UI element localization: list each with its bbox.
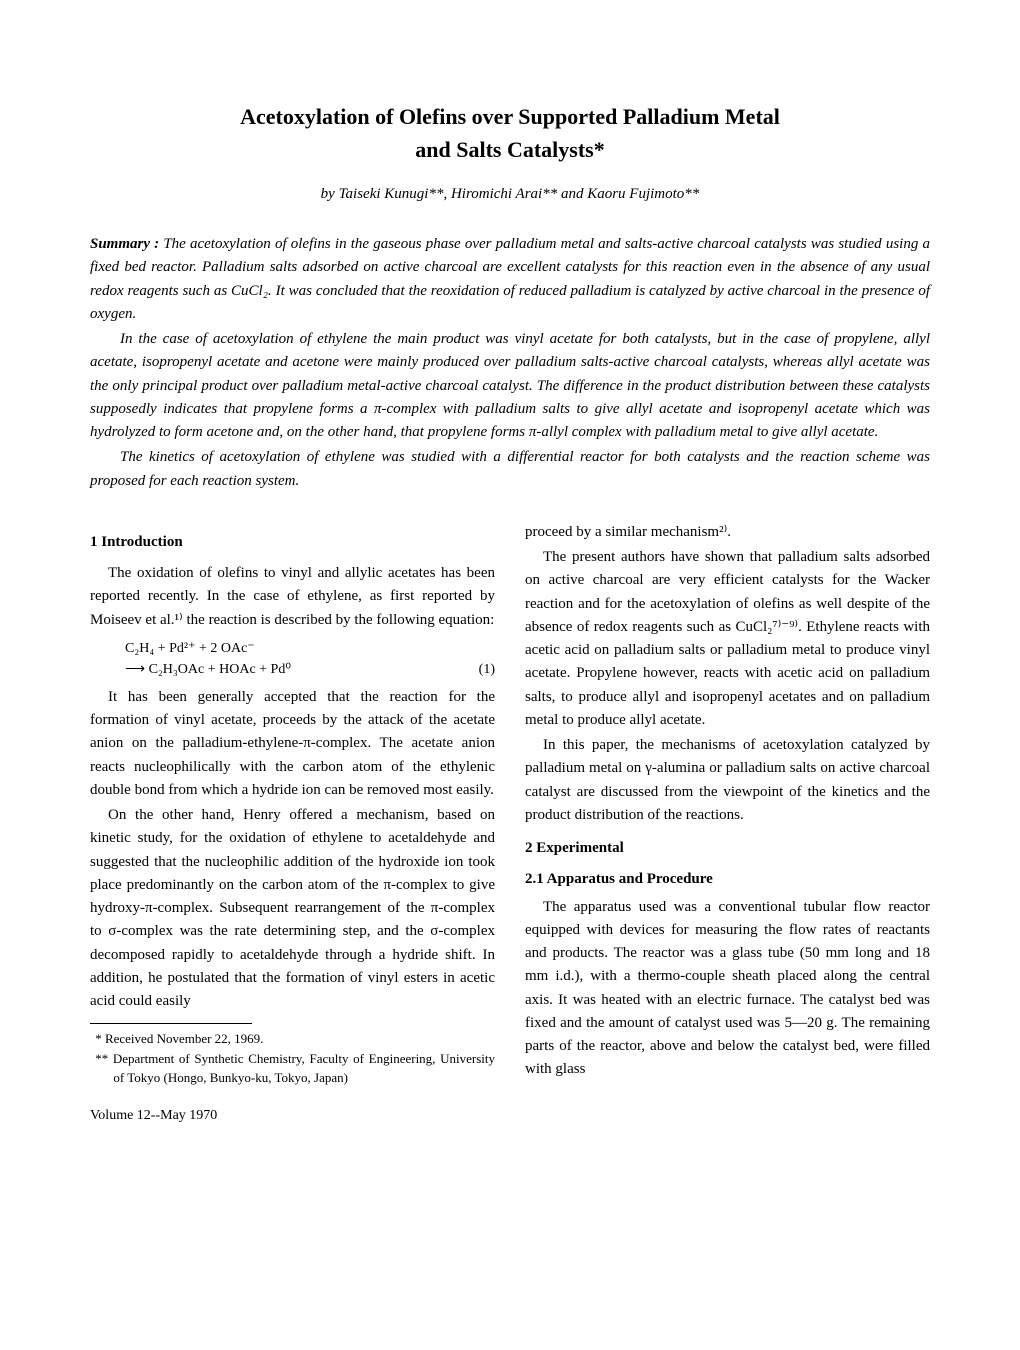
summary-text-1: The acetoxylation of olefins in the gase… xyxy=(90,236,930,322)
equation-1-line-2: ⟶ C₂H₃OAc + HOAc + Pd⁰ xyxy=(125,659,291,680)
page-footer: Volume 12--May 1970 xyxy=(90,1105,495,1127)
equation-1-number: (1) xyxy=(479,659,495,680)
intro-continuation: proceed by a similar mechanism²⁾. xyxy=(525,521,930,544)
summary-paragraph-2: In the case of acetoxylation of ethylene… xyxy=(90,328,930,444)
abstract: Summary : The acetoxylation of olefins i… xyxy=(90,233,930,493)
equation-1: C₂H₄ + Pd²⁺ + 2 OAc⁻ ⟶ C₂H₃OAc + HOAc + … xyxy=(125,638,495,680)
equation-1-line-1: C₂H₄ + Pd²⁺ + 2 OAc⁻ xyxy=(125,638,495,659)
section-2-heading: 2 Experimental xyxy=(525,837,930,860)
section-1-heading: 1 Introduction xyxy=(90,531,495,554)
two-column-body: 1 Introduction The oxidation of olefins … xyxy=(90,521,930,1127)
right-column: proceed by a similar mechanism²⁾. The pr… xyxy=(525,521,930,1127)
footnote-rule xyxy=(90,1023,252,1024)
summary-label: Summary : xyxy=(90,236,159,252)
title-line-1: Acetoxylation of Olefins over Supported … xyxy=(240,104,780,129)
footnote-2: ** Department of Synthetic Chemistry, Fa… xyxy=(90,1050,495,1086)
intro-paragraph-5: In this paper, the mechanisms of acetoxy… xyxy=(525,734,930,827)
experimental-paragraph-1: The apparatus used was a conventional tu… xyxy=(525,896,930,1082)
intro-paragraph-2: It has been generally accepted that the … xyxy=(90,686,495,802)
authors: by Taiseki Kunugi**, Hiromichi Arai** an… xyxy=(90,186,930,203)
section-2-1-heading: 2.1 Apparatus and Procedure xyxy=(525,868,930,891)
footnote-1: * Received November 22, 1969. xyxy=(90,1030,495,1048)
footnotes: * Received November 22, 1969. ** Departm… xyxy=(90,1030,495,1087)
left-column: 1 Introduction The oxidation of olefins … xyxy=(90,521,495,1127)
summary-paragraph-1: Summary : The acetoxylation of olefins i… xyxy=(90,233,930,326)
article-title: Acetoxylation of Olefins over Supported … xyxy=(90,100,930,166)
intro-paragraph-4: The present authors have shown that pall… xyxy=(525,546,930,732)
intro-paragraph-3: On the other hand, Henry offered a mecha… xyxy=(90,804,495,1013)
summary-paragraph-3: The kinetics of acetoxylation of ethylen… xyxy=(90,446,930,493)
title-line-2: and Salts Catalysts* xyxy=(415,137,604,162)
intro-paragraph-1: The oxidation of olefins to vinyl and al… xyxy=(90,562,495,632)
